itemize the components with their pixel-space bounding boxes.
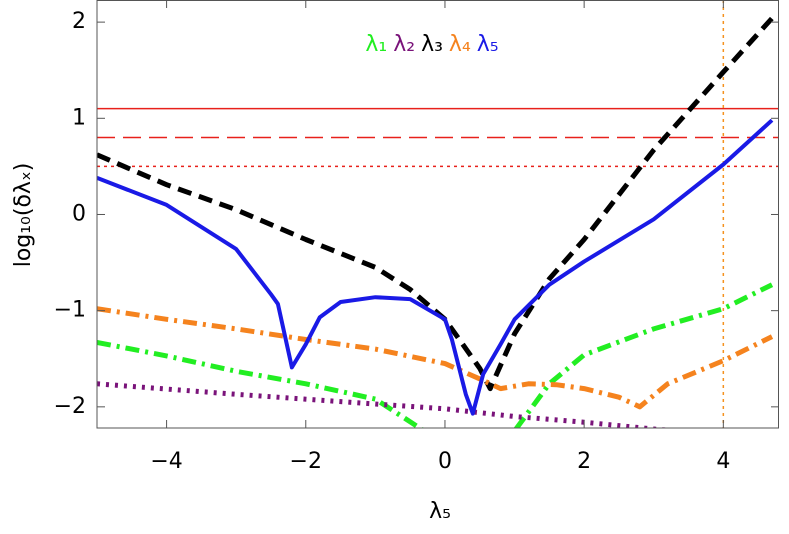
series-line: [97, 381, 673, 428]
series-line: [97, 306, 774, 410]
y-tick-label: −1: [54, 298, 86, 323]
series-line: [97, 118, 774, 416]
x-tick-label: 4: [716, 449, 730, 474]
legend: λ₁ λ₂ λ₃ λ₄ λ₅: [365, 32, 498, 57]
x-tick-label: −4: [150, 449, 182, 474]
legend-entry: λ₂: [393, 32, 415, 57]
series-line: [97, 282, 774, 428]
series-line: [97, 16, 774, 392]
x-tick-label: 2: [577, 449, 591, 474]
x-tick-label: −2: [290, 449, 322, 474]
y-tick-label: 0: [72, 201, 86, 226]
legend-entry: λ₅: [477, 32, 499, 57]
y-axis-label: log₁₀(δλₓ): [11, 163, 36, 268]
y-tick-label: 2: [72, 9, 86, 34]
y-tick-label: 1: [72, 105, 86, 130]
plot-area: [97, 0, 779, 428]
x-axis-label: λ₅: [429, 499, 451, 524]
x-tick-label: 0: [438, 449, 452, 474]
frame: [96, 0, 779, 429]
legend-entry: λ₄: [449, 32, 471, 57]
legend-entry: λ₁: [365, 32, 387, 57]
y-tick-label: −2: [54, 394, 86, 419]
legend-entry: λ₃: [421, 32, 443, 57]
